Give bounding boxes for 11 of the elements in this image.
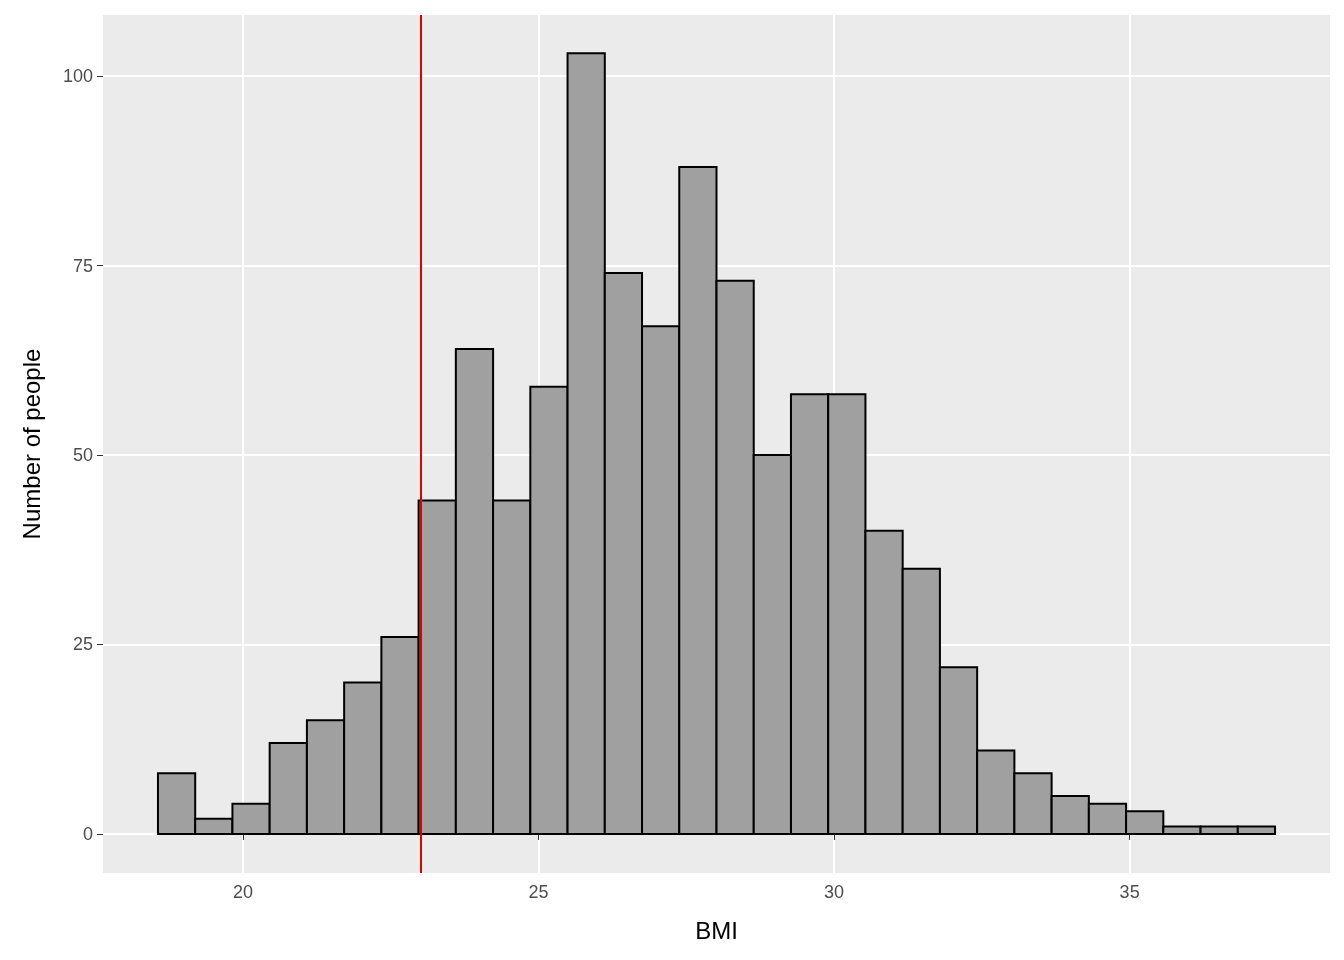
y-axis-title: Number of people [17,348,45,540]
y-tick-label: 50 [72,444,93,465]
x-tick-label: 30 [824,882,845,902]
y-tick-label: 25 [72,634,93,655]
x-tick-label: 35 [1119,882,1140,902]
y-tick-label: 75 [72,255,93,276]
y-tick-label: 100 [62,66,93,87]
x-tick-label: 25 [528,882,549,902]
x-tick-label: 20 [233,882,254,902]
y-tick-label: 0 [82,823,93,844]
x-axis-title: BMI [695,916,738,944]
